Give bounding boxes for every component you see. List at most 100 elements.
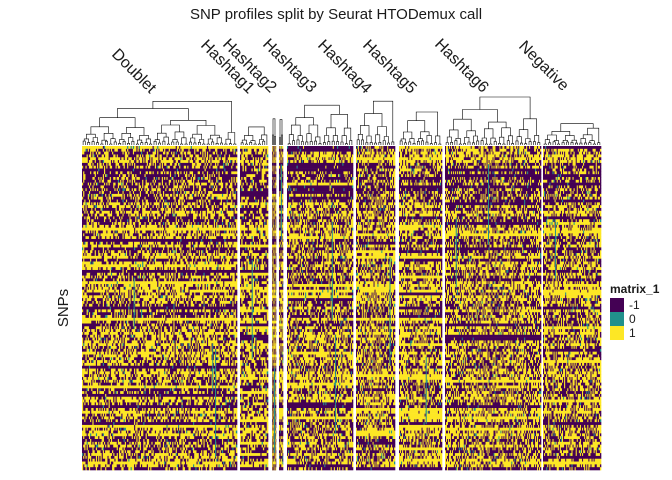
heatmap-cell <box>93 278 96 282</box>
heatmap-cell <box>103 205 106 209</box>
heatmap-cell <box>233 255 238 259</box>
heatmap-cell <box>205 286 208 290</box>
heatmap-cell <box>98 275 100 279</box>
heatmap-cell <box>167 176 172 181</box>
heatmap-cell <box>86 188 91 192</box>
heatmap-cell <box>231 357 233 361</box>
heatmap-cell <box>190 357 193 361</box>
heatmap-cell <box>208 233 210 237</box>
heatmap-cell <box>94 207 97 212</box>
heatmap-cell <box>85 224 87 229</box>
heatmap-cell <box>130 289 133 293</box>
heatmap-cell <box>176 269 196 274</box>
heatmap-cell <box>136 295 141 299</box>
heatmap-cell <box>211 154 218 158</box>
heatmap-cell <box>101 176 104 181</box>
heatmap-cell <box>221 286 224 290</box>
heatmap-cell <box>199 348 202 352</box>
heatmap-cell <box>82 236 86 240</box>
heatmap-cell <box>202 334 205 338</box>
heatmap-cell <box>128 162 130 167</box>
heatmap-cell <box>205 205 209 209</box>
heatmap-cell <box>230 154 238 158</box>
heatmap-cell <box>221 199 227 203</box>
heatmap-cell <box>210 157 212 161</box>
heatmap-cell <box>146 278 149 282</box>
heatmap-cell <box>139 146 153 150</box>
heatmap-cell <box>201 176 203 181</box>
heatmap-cell <box>211 255 214 259</box>
heatmap-cell <box>209 278 212 282</box>
heatmap-cell <box>188 230 192 234</box>
heatmap-cell <box>210 272 215 276</box>
heatmap-cell <box>102 165 105 169</box>
dendrogram-branch <box>287 104 353 145</box>
heatmap-cell <box>210 309 214 313</box>
heatmap-cell <box>87 354 90 358</box>
heatmap-cell <box>95 379 101 383</box>
heatmap-cell <box>164 168 178 172</box>
heatmap-cell <box>120 346 122 350</box>
heatmap-cell <box>143 264 146 268</box>
heatmap-cell <box>134 312 136 316</box>
heatmap-cell <box>151 188 157 192</box>
heatmap-cell <box>154 374 158 378</box>
heatmap-cell <box>129 300 131 305</box>
heatmap-cell <box>156 346 158 350</box>
heatmap-cell <box>142 247 146 251</box>
heatmap-cell <box>189 278 192 282</box>
heatmap-cell <box>161 162 164 167</box>
heatmap-cell <box>86 216 91 220</box>
heatmap-cell <box>103 351 106 355</box>
heatmap-cell <box>175 362 178 367</box>
heatmap-cell <box>224 357 226 361</box>
heatmap-cell <box>86 267 92 271</box>
heatmap-cell <box>168 323 171 327</box>
heatmap-cell <box>131 278 134 282</box>
heatmap-cell <box>106 343 108 347</box>
heatmap-cell <box>106 289 108 293</box>
heatmap-cell <box>136 309 138 313</box>
heatmap-cell <box>116 207 120 212</box>
heatmap-cell <box>190 222 193 226</box>
heatmap-cell <box>181 244 183 248</box>
heatmap-cell <box>82 303 84 307</box>
heatmap-cell <box>98 162 100 167</box>
heatmap-cell <box>138 193 141 198</box>
heatmap-cell <box>108 348 112 352</box>
heatmap-cell <box>142 360 145 364</box>
heatmap-cell <box>196 250 198 254</box>
heatmap-cell <box>147 303 150 307</box>
heatmap-cell <box>186 323 188 327</box>
heatmap-cell <box>235 247 238 251</box>
heatmap-cell <box>161 326 165 330</box>
heatmap-cell <box>121 219 128 223</box>
heatmap-cell <box>134 196 136 200</box>
heatmap-cell <box>203 157 205 161</box>
heatmap-cell <box>102 196 107 200</box>
heatmap-cell <box>87 193 90 198</box>
heatmap-cell <box>227 348 230 352</box>
heatmap-cell <box>115 357 120 361</box>
heatmap-cell <box>228 154 231 158</box>
heatmap-cell <box>227 182 231 186</box>
heatmap-cell <box>220 210 223 214</box>
heatmap-cell <box>84 264 86 268</box>
heatmap-cell <box>154 312 157 316</box>
heatmap-cell <box>95 202 98 206</box>
heatmap-cell <box>114 289 116 293</box>
heatmap-cell <box>97 233 99 237</box>
heatmap-cell <box>119 357 121 361</box>
heatmap-cell <box>139 230 143 234</box>
heatmap-cell <box>120 315 122 319</box>
heatmap-cell <box>165 334 167 338</box>
heatmap-cell <box>191 162 196 167</box>
heatmap-cell <box>204 284 207 288</box>
heatmap-cell <box>208 315 211 319</box>
heatmap-cell <box>156 331 159 336</box>
heatmap-cell <box>121 340 123 344</box>
heatmap-cell <box>120 210 123 214</box>
heatmap-cell <box>140 188 143 192</box>
heatmap-cell <box>165 331 172 336</box>
heatmap-cell <box>113 176 116 181</box>
